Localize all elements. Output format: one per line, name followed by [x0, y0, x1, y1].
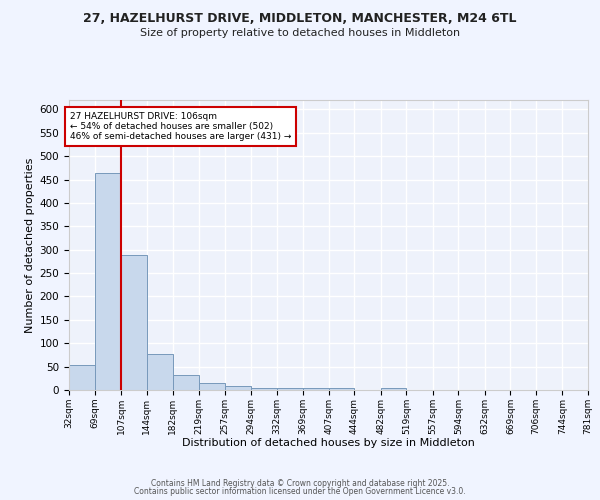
Text: Size of property relative to detached houses in Middleton: Size of property relative to detached ho… — [140, 28, 460, 38]
Bar — [225, 386, 251, 390]
Bar — [251, 388, 277, 390]
Bar — [277, 388, 302, 390]
Bar — [121, 256, 146, 390]
Text: Contains public sector information licensed under the Open Government Licence v3: Contains public sector information licen… — [134, 487, 466, 496]
Bar — [329, 388, 355, 390]
Text: 27 HAZELHURST DRIVE: 106sqm
← 54% of detached houses are smaller (502)
46% of se: 27 HAZELHURST DRIVE: 106sqm ← 54% of det… — [70, 112, 291, 142]
Text: 27, HAZELHURST DRIVE, MIDDLETON, MANCHESTER, M24 6TL: 27, HAZELHURST DRIVE, MIDDLETON, MANCHES… — [83, 12, 517, 26]
Bar — [381, 388, 406, 390]
Bar — [95, 174, 121, 390]
Bar — [199, 382, 225, 390]
Y-axis label: Number of detached properties: Number of detached properties — [25, 158, 35, 332]
Bar — [173, 375, 199, 390]
Text: Contains HM Land Registry data © Crown copyright and database right 2025.: Contains HM Land Registry data © Crown c… — [151, 478, 449, 488]
Bar — [69, 365, 95, 390]
Bar — [146, 354, 173, 390]
X-axis label: Distribution of detached houses by size in Middleton: Distribution of detached houses by size … — [182, 438, 475, 448]
Bar — [302, 388, 329, 390]
